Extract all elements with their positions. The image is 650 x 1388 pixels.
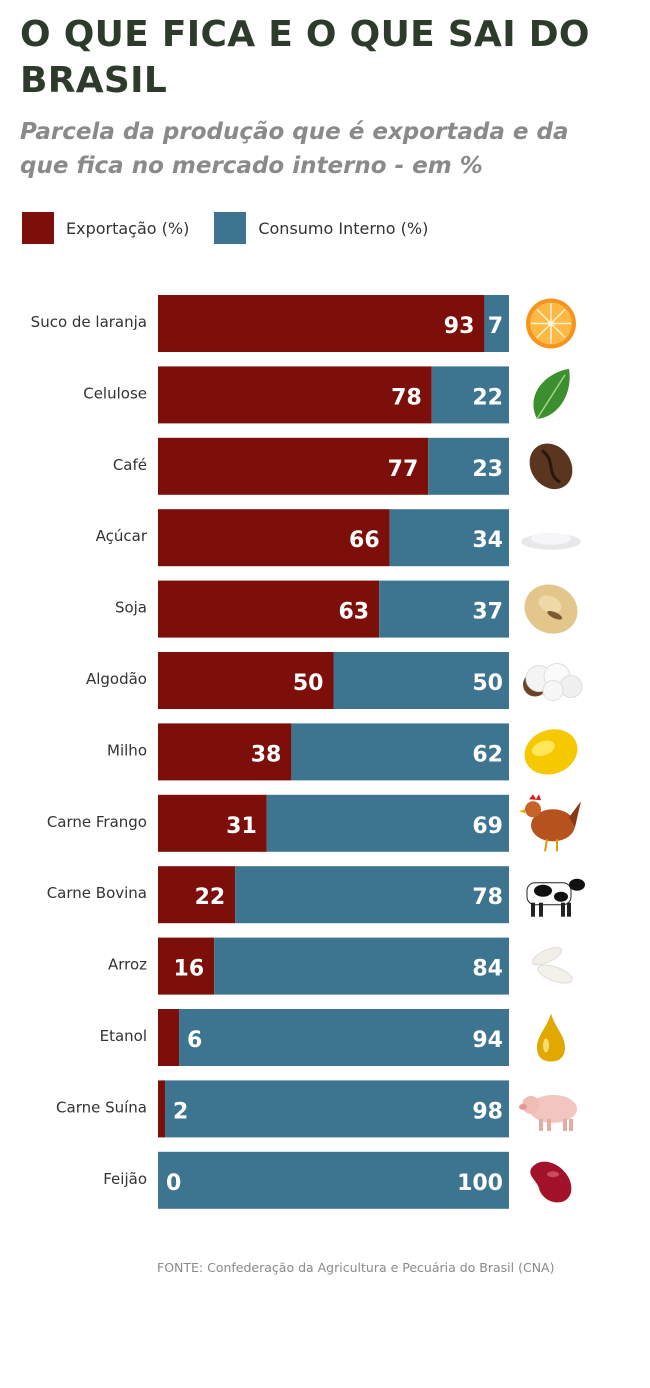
legend-swatch-domestic [214,212,247,244]
value-label-domestic-soja: 37 [472,600,503,625]
bar-export-suco-de-laranja [158,295,485,352]
category-label-carne-bovina: Carne Bovina [47,884,147,902]
category-label-arroz: Arroz [108,956,147,974]
value-label-domestic-celulose: 22 [472,385,503,410]
legend-item-export: Exportação (%) [22,212,189,244]
value-label-domestic-milho: 62 [472,742,503,767]
legend-item-domestic: Consumo Interno (%) [214,212,428,244]
bar-domestic-suco-de-laranja [484,295,509,352]
category-label-carne-frango: Carne Frango [47,813,147,831]
value-label-domestic-algodao: 50 [472,671,503,696]
bar-domestic-etanol [179,1009,509,1066]
value-label-export-algodao: 50 [293,671,324,696]
legend-label-export: Exportação (%) [66,218,190,238]
category-label-etanol: Etanol [100,1027,147,1045]
value-label-export-carne-frango: 31 [226,814,257,839]
bar-domestic-celulose [431,366,509,424]
category-label-suco-de-laranja: Suco de laranja [31,313,147,331]
bar-domestic-cafe [428,437,509,495]
bar-export-celulose [158,366,432,424]
category-label-cafe: Café [113,456,147,474]
corn-icon [524,729,578,775]
category-label-algodao: Algodão [86,670,147,688]
orange-icon [526,298,576,349]
bar-domestic-algodao [333,652,509,709]
page-subtitle: Parcela da produção que é exportada e da… [20,119,569,179]
bar-export-milho [158,723,292,781]
bar-export-carne-suina [158,1080,166,1138]
value-label-domestic-cafe: 23 [472,457,503,482]
bar-domestic-feijao [158,1151,509,1209]
pig-icon [519,1094,577,1131]
coffee-bean-icon [529,443,573,490]
category-label-milho: Milho [107,741,147,759]
value-label-export-etanol: 6 [187,1028,202,1053]
value-label-domestic-etanol: 94 [472,1028,503,1053]
bar-export-etanol [158,1009,180,1066]
value-label-export-carne-suina: 2 [173,1099,188,1124]
value-label-export-celulose: 78 [391,385,422,410]
value-label-domestic-suco-de-laranja: 7 [488,314,503,339]
bar-export-carne-frango [158,794,267,852]
bean-icon [530,1161,572,1203]
chicken-icon [519,794,581,852]
legend-label-domestic: Consumo Interno (%) [258,218,429,238]
soybean-icon [524,584,578,634]
value-label-domestic-carne-suina: 98 [472,1099,503,1124]
value-label-export-carne-bovina: 22 [195,885,226,910]
stacked-bar-chart: Suco de laranja 93 7 Celulose 78 22 Café 77 23 Aç… [31,295,585,1209]
cow-icon [526,878,585,917]
bar-domestic-milho [291,723,509,781]
category-label-celulose: Celulose [83,384,147,402]
leaf-icon [533,368,570,420]
bar-export-acucar [158,509,390,567]
value-label-domestic-carne-bovina: 78 [472,885,503,910]
bar-domestic-carne-frango [266,794,509,852]
value-label-export-milho: 38 [251,742,282,767]
category-label-feijao: Feijão [103,1170,147,1188]
value-label-export-feijao: 0 [166,1171,181,1196]
category-label-soja: Soja [115,599,147,617]
source-note: FONTE: Confederação da Agricultura e Pec… [157,1260,555,1275]
value-label-export-soja: 63 [339,600,370,625]
value-label-domestic-acucar: 34 [472,528,503,553]
value-label-export-cafe: 77 [388,457,419,482]
page-title: O QUE FICA E O QUE SAI DO BRASIL [20,14,590,101]
ethanol-drop-icon [537,1013,565,1062]
category-label-carne-suina: Carne Suína [56,1098,147,1116]
legend-swatch-export [22,212,54,244]
value-label-domestic-carne-frango: 69 [472,814,503,839]
bar-domestic-acucar [389,509,509,567]
sugar-icon [521,532,581,550]
bar-export-carne-bovina [158,866,236,924]
value-label-domestic-arroz: 84 [472,957,503,982]
bar-domestic-soja [379,580,509,638]
value-label-export-acucar: 66 [349,528,380,553]
bar-export-arroz [158,937,215,995]
bar-domestic-arroz [214,937,509,995]
category-label-acucar: Açúcar [96,527,148,545]
cotton-icon [523,663,583,701]
bar-export-cafe [158,437,429,495]
value-label-domestic-feijao: 100 [457,1171,503,1196]
value-label-export-suco-de-laranja: 93 [444,314,475,339]
bar-export-algodao [158,652,334,709]
legend: Exportação (%) Consumo Interno (%) [22,212,453,244]
bar-domestic-carne-bovina [235,866,509,924]
bar-export-soja [158,580,380,638]
rice-icon [531,946,573,984]
value-label-export-arroz: 16 [174,957,205,982]
bar-domestic-carne-suina [165,1080,509,1138]
